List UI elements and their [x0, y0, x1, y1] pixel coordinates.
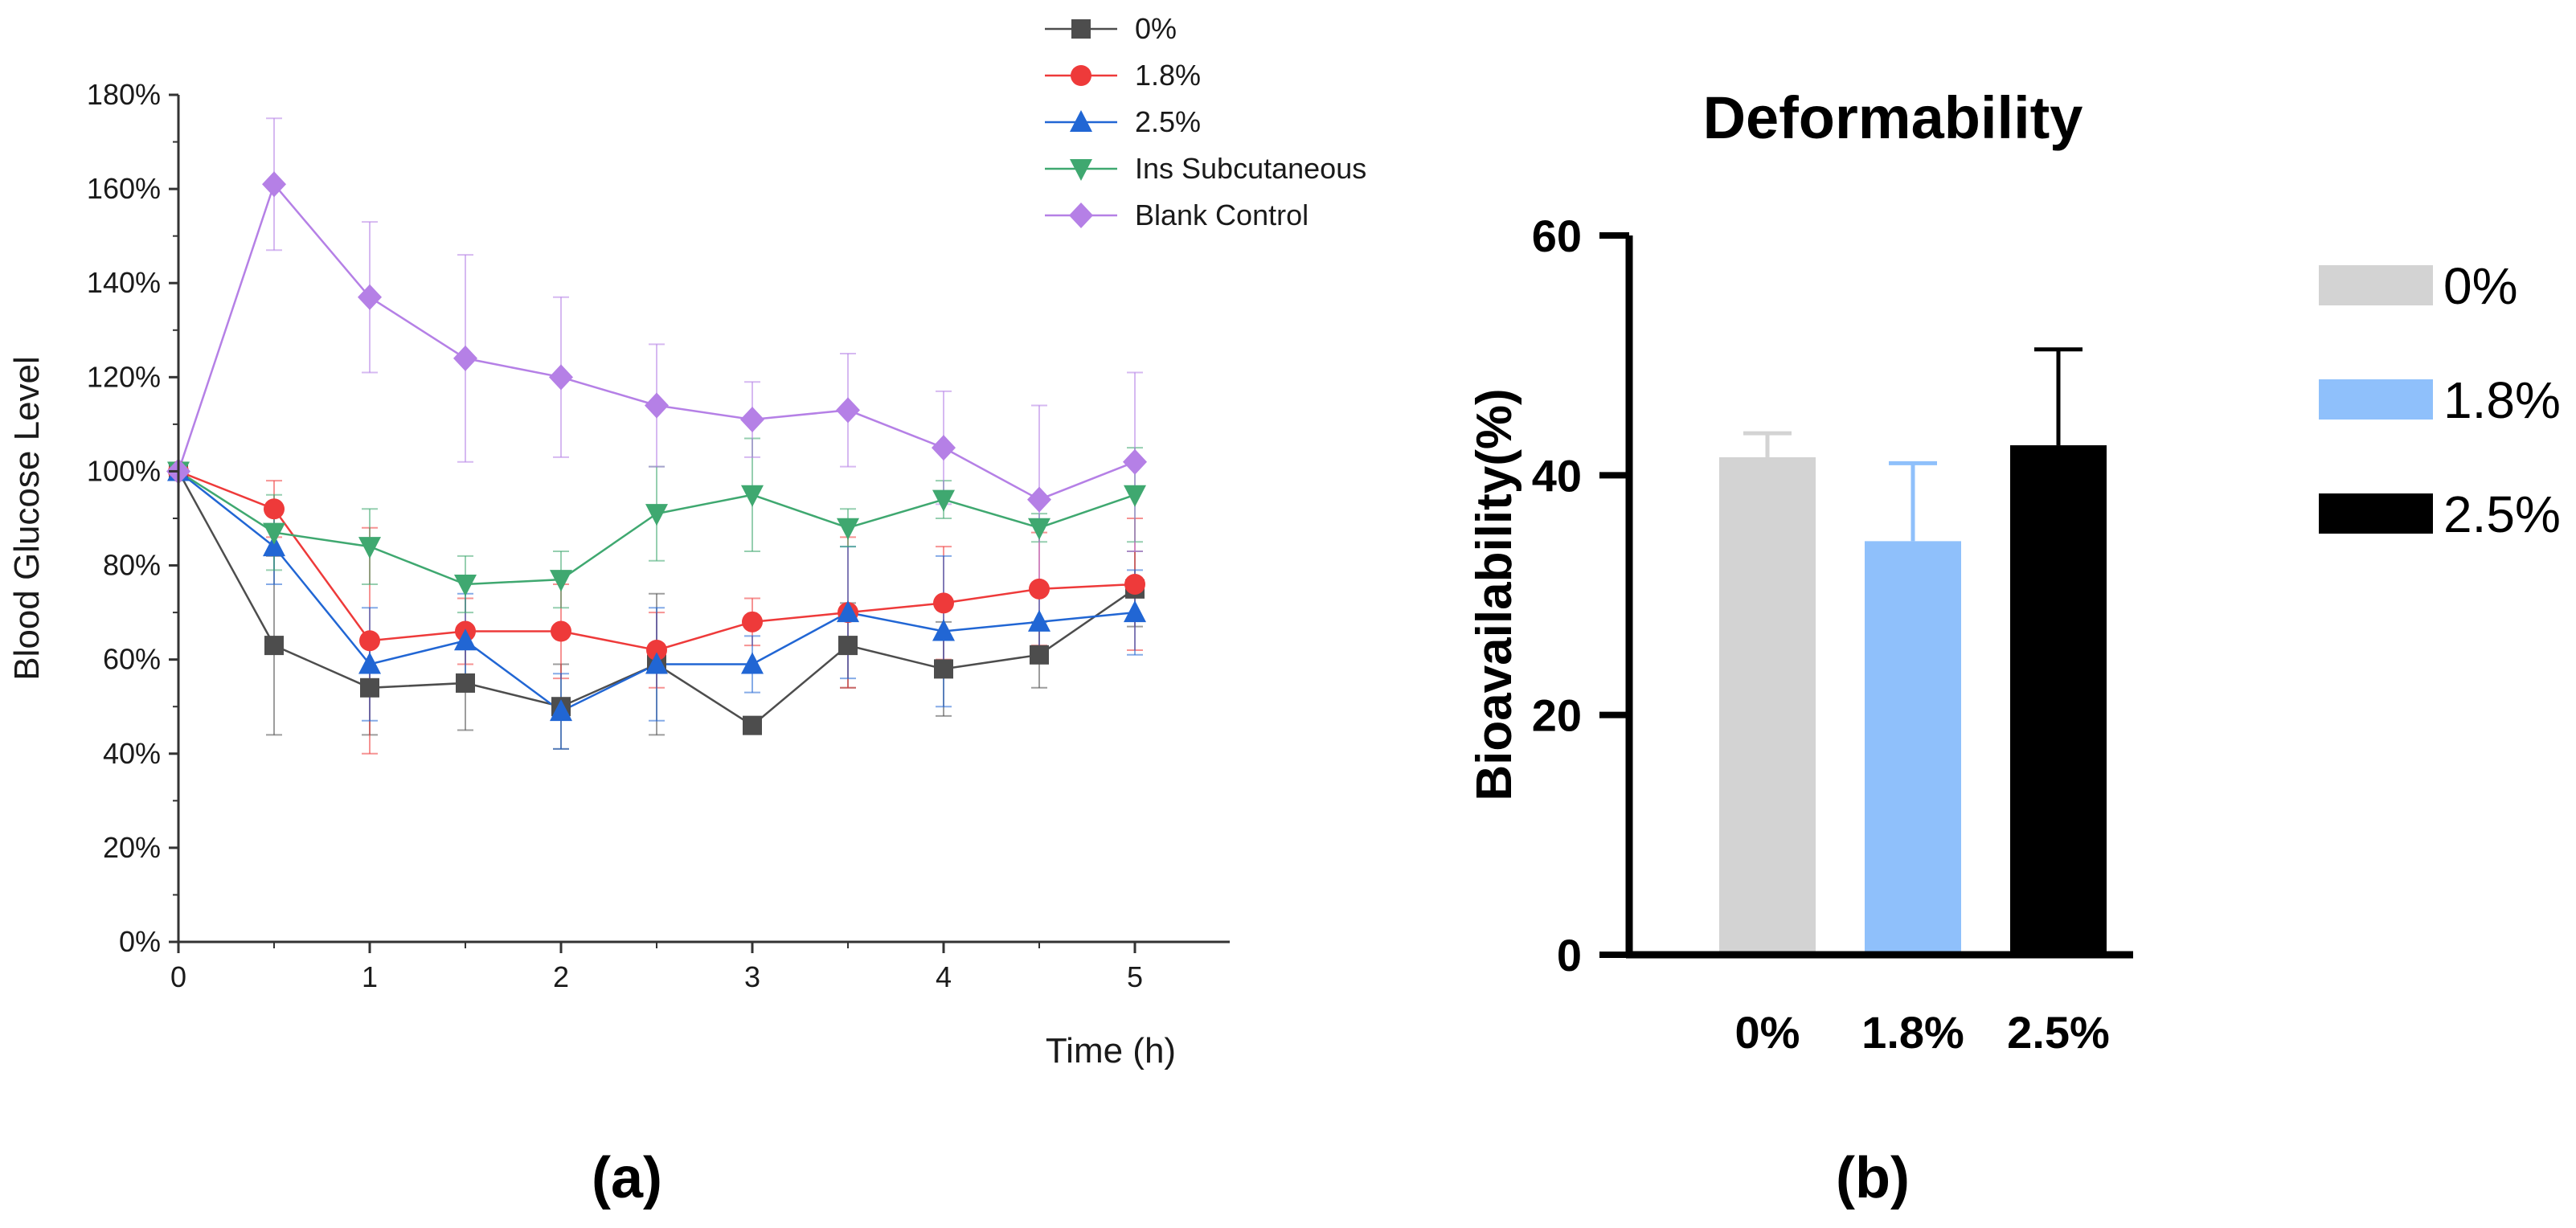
a-x-tick-label: 4 [936, 960, 952, 993]
a-point-2-5 [837, 600, 859, 623]
a-point-2-5 [263, 534, 285, 557]
a-point-ins-subcutaneous [1028, 518, 1050, 540]
a-point-1-8 [646, 639, 667, 661]
a-x-tick-label: 5 [1127, 960, 1143, 993]
panel-a-label: (a) [592, 1146, 662, 1210]
a-x-tick-label: 0 [170, 960, 186, 993]
a-y-axis-label: Blood Glucose Level [7, 356, 47, 681]
a-point-0 [360, 677, 379, 698]
a-point-1-8 [264, 498, 285, 520]
a-point-blank-control [262, 171, 286, 198]
a-point-2-5 [932, 619, 955, 641]
b-bar-1-8pct [1865, 541, 1961, 955]
b-legend-label-2-5pct: 2.5% [2443, 485, 2561, 543]
a-point-0 [264, 636, 284, 656]
a-point-blank-control [1123, 448, 1147, 475]
b-y-tick-label: 0 [1557, 930, 1582, 980]
b-x-tick-label: 1.8% [1861, 1007, 1964, 1058]
a-point-ins-subcutaneous [645, 504, 668, 526]
a-point-blank-control [645, 392, 669, 419]
a-point-ins-subcutaneous [741, 485, 764, 507]
a-point-ins-subcutaneous [263, 522, 285, 545]
a-point-blank-control [549, 364, 573, 391]
a-point-1-8 [1124, 573, 1145, 595]
a-point-2-5 [358, 652, 381, 674]
a-legend-marker-1-8 [1071, 65, 1091, 86]
a-point-ins-subcutaneous [1124, 485, 1146, 507]
b-x-tick-label: 2.5% [2007, 1007, 2110, 1058]
a-point-ins-subcutaneous [454, 574, 477, 596]
b-legend-swatch-0pct [2319, 265, 2433, 305]
b-bar-0pct [1719, 456, 1816, 955]
b-legend-label-0pct: 0% [2443, 257, 2518, 315]
a-point-2-5 [645, 652, 668, 674]
a-legend: 0% 1.8% 2.5% Ins Subcutaneous Blank Control [1045, 12, 1366, 231]
a-legend-label-blank-control: Blank Control [1135, 199, 1308, 231]
a-legend-marker-0 [1071, 19, 1091, 39]
a-y-tick-label: 160% [87, 172, 161, 205]
b-legend: 0% 1.8% 2.5% [2319, 257, 2561, 543]
a-point-1-8 [359, 630, 380, 652]
a-point-blank-control [740, 407, 764, 433]
a-y-tick-label: 40% [103, 737, 161, 770]
a-legend-marker-blank-control [1069, 203, 1093, 228]
a-point-1-8 [1029, 578, 1050, 600]
a-x-tick-label: 1 [362, 960, 378, 993]
a-point-blank-control [358, 284, 382, 310]
a-y-tick-label: 0% [119, 925, 161, 958]
a-point-ins-subcutaneous [550, 570, 572, 592]
a-x-axis-label: Time (h) [1046, 1031, 1176, 1070]
b-chart-title: Deformability [1703, 84, 2083, 151]
a-point-1-8 [933, 592, 954, 614]
a-point-1-8 [742, 611, 763, 632]
a-point-blank-control [836, 397, 860, 424]
a-point-ins-subcutaneous [358, 537, 381, 559]
a-point-blank-control [453, 345, 477, 371]
a-y-tick-label: 100% [87, 454, 161, 487]
a-point-2-5 [1124, 600, 1146, 623]
b-legend-label-1-8pct: 1.8% [2443, 371, 2561, 429]
a-point-2-5 [454, 628, 477, 651]
b-y-tick-label: 40 [1532, 450, 1582, 501]
a-point-0 [1030, 645, 1049, 665]
a-x-tick-label: 2 [553, 960, 569, 993]
b-x-tick-label: 0% [1735, 1007, 1800, 1058]
a-point-0 [456, 673, 475, 693]
a-y-tick-label: 120% [87, 360, 161, 393]
b-legend-swatch-1-8pct [2319, 379, 2433, 420]
a-legend-marker-2-5 [1070, 110, 1092, 132]
a-legend-marker-ins-subcutaneous [1070, 159, 1092, 181]
a-x-tick-label: 3 [744, 960, 760, 993]
a-y-tick-label: 80% [103, 549, 161, 582]
a-point-2-5 [741, 652, 764, 674]
panel-b-label: (b) [1836, 1146, 1910, 1210]
a-legend-label-0: 0% [1135, 12, 1177, 45]
a-y-tick-label: 60% [103, 643, 161, 676]
a-point-2-5 [1028, 609, 1050, 632]
a-y-tick-label: 20% [103, 831, 161, 864]
b-bar-2-5pct [2010, 445, 2107, 955]
a-point-0 [743, 715, 762, 735]
a-point-blank-control [932, 435, 956, 461]
a-point-2-5 [550, 699, 572, 722]
a-legend-label-1-8: 1.8% [1135, 59, 1201, 92]
a-legend-label-ins-subcutaneous: Ins Subcutaneous [1135, 152, 1366, 185]
a-point-ins-subcutaneous [932, 489, 955, 512]
a-y-tick-label: 140% [87, 266, 161, 299]
a-legend-label-2-5: 2.5% [1135, 105, 1201, 138]
a-point-1-8 [551, 620, 571, 642]
a-point-ins-subcutaneous [837, 518, 859, 540]
b-legend-swatch-2-5pct [2319, 493, 2433, 534]
a-point-0 [838, 636, 858, 656]
b-y-axis-label: Bioavailability(%) [1467, 388, 1522, 800]
a-point-blank-control [1027, 486, 1051, 513]
b-y-tick-label: 20 [1532, 690, 1582, 741]
b-y-tick-label: 60 [1532, 211, 1582, 261]
a-y-tick-label: 180% [87, 78, 161, 111]
a-point-0 [934, 659, 953, 679]
panel-b-chart: Deformability 0 20 40 60 0% 1.8% 2.5% Bioavai… [1467, 84, 2561, 1210]
